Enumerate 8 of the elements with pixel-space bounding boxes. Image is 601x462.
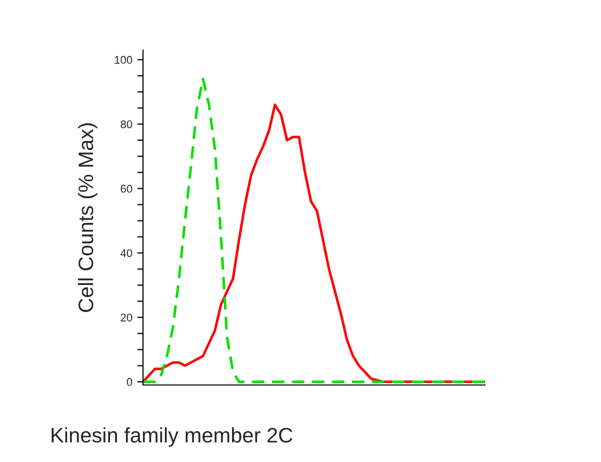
x-axis-title: Kinesin family member 2C <box>52 427 292 447</box>
y-tick-label: 0 <box>126 378 132 386</box>
y-tick-label: 80 <box>120 120 132 128</box>
y-axis-title: Cell Counts (% Max) <box>78 123 98 312</box>
y-tick-label: 100 <box>114 56 132 64</box>
y-tick-label: 20 <box>120 314 132 322</box>
y-tick-label: 40 <box>120 249 132 258</box>
y-tick-label: 60 <box>120 184 132 193</box>
